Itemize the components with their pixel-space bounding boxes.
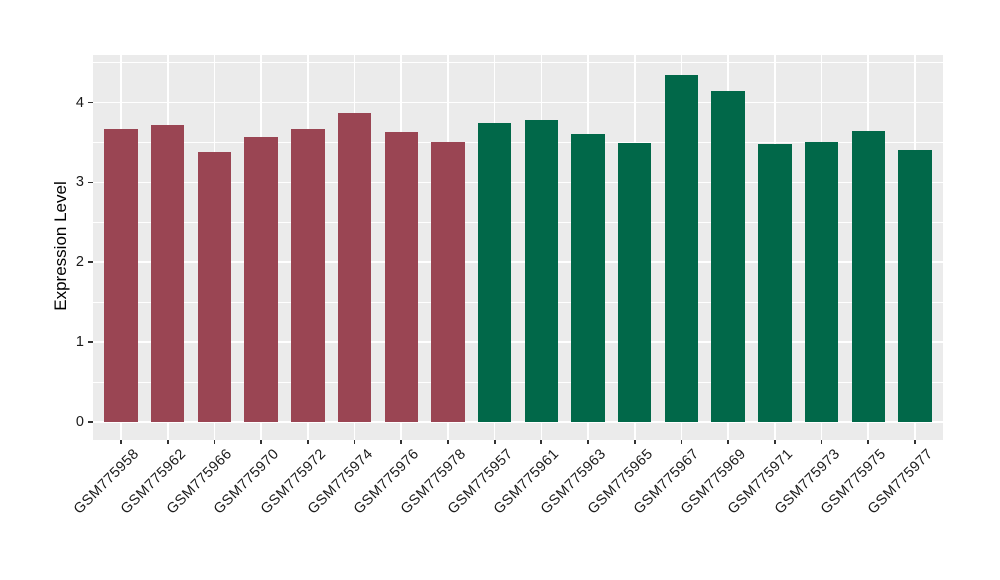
bar <box>477 123 512 423</box>
x-tick-mark <box>633 440 636 444</box>
gridline-minor-horizontal <box>93 301 943 303</box>
bar <box>291 128 325 423</box>
bar <box>664 74 699 423</box>
x-tick-mark <box>820 440 823 444</box>
bar <box>524 120 559 423</box>
bar <box>104 128 138 423</box>
y-axis-title: Expression Level <box>51 181 70 311</box>
plot-panel <box>93 55 943 440</box>
gridline-minor-horizontal <box>93 221 943 223</box>
y-tick-label: 4 <box>75 94 84 111</box>
y-tick-label: 1 <box>75 334 84 351</box>
bar <box>851 131 885 423</box>
bar <box>618 143 652 423</box>
y-tick-label: 0 <box>75 414 84 431</box>
gridline-minor-horizontal <box>93 381 943 383</box>
bar <box>197 152 232 423</box>
x-tick-mark <box>353 440 356 444</box>
x-tick-mark <box>260 440 263 444</box>
bar <box>571 134 605 423</box>
bar <box>711 91 745 423</box>
gridline-minor-horizontal <box>93 142 943 143</box>
x-tick-mark <box>120 440 122 444</box>
x-tick-mark <box>727 440 730 444</box>
gridline-major-horizontal <box>93 421 943 423</box>
x-tick-mark <box>914 440 916 444</box>
bar <box>244 136 278 423</box>
x-tick-mark <box>447 440 449 444</box>
bar <box>804 142 839 423</box>
gridline-minor-horizontal <box>93 62 943 63</box>
bar <box>758 144 792 423</box>
bar <box>337 112 372 423</box>
gridline-major-horizontal <box>93 101 943 104</box>
y-tick-mark <box>88 181 93 184</box>
x-tick-mark <box>680 440 683 444</box>
x-tick-mark <box>867 440 870 444</box>
x-tick-mark <box>166 440 169 444</box>
x-tick-mark <box>213 440 216 444</box>
y-tick-mark <box>88 261 93 264</box>
x-tick-mark <box>773 440 776 444</box>
y-tick-mark <box>88 421 93 423</box>
x-tick-mark <box>306 440 309 444</box>
bar <box>898 150 932 423</box>
x-tick-mark <box>540 440 543 444</box>
y-tick-label: 3 <box>75 174 84 191</box>
y-tick-mark <box>88 341 93 344</box>
y-tick-label: 2 <box>75 254 84 271</box>
gridline-major-horizontal <box>93 261 943 264</box>
y-tick-mark <box>88 101 93 104</box>
bar <box>431 141 465 423</box>
x-tick-mark <box>587 440 589 444</box>
bar <box>384 132 418 423</box>
x-tick-mark <box>493 440 496 444</box>
gridline-major-horizontal <box>93 181 943 184</box>
x-tick-mark <box>400 440 403 444</box>
gridline-major-horizontal <box>93 341 943 343</box>
bar <box>151 124 185 423</box>
